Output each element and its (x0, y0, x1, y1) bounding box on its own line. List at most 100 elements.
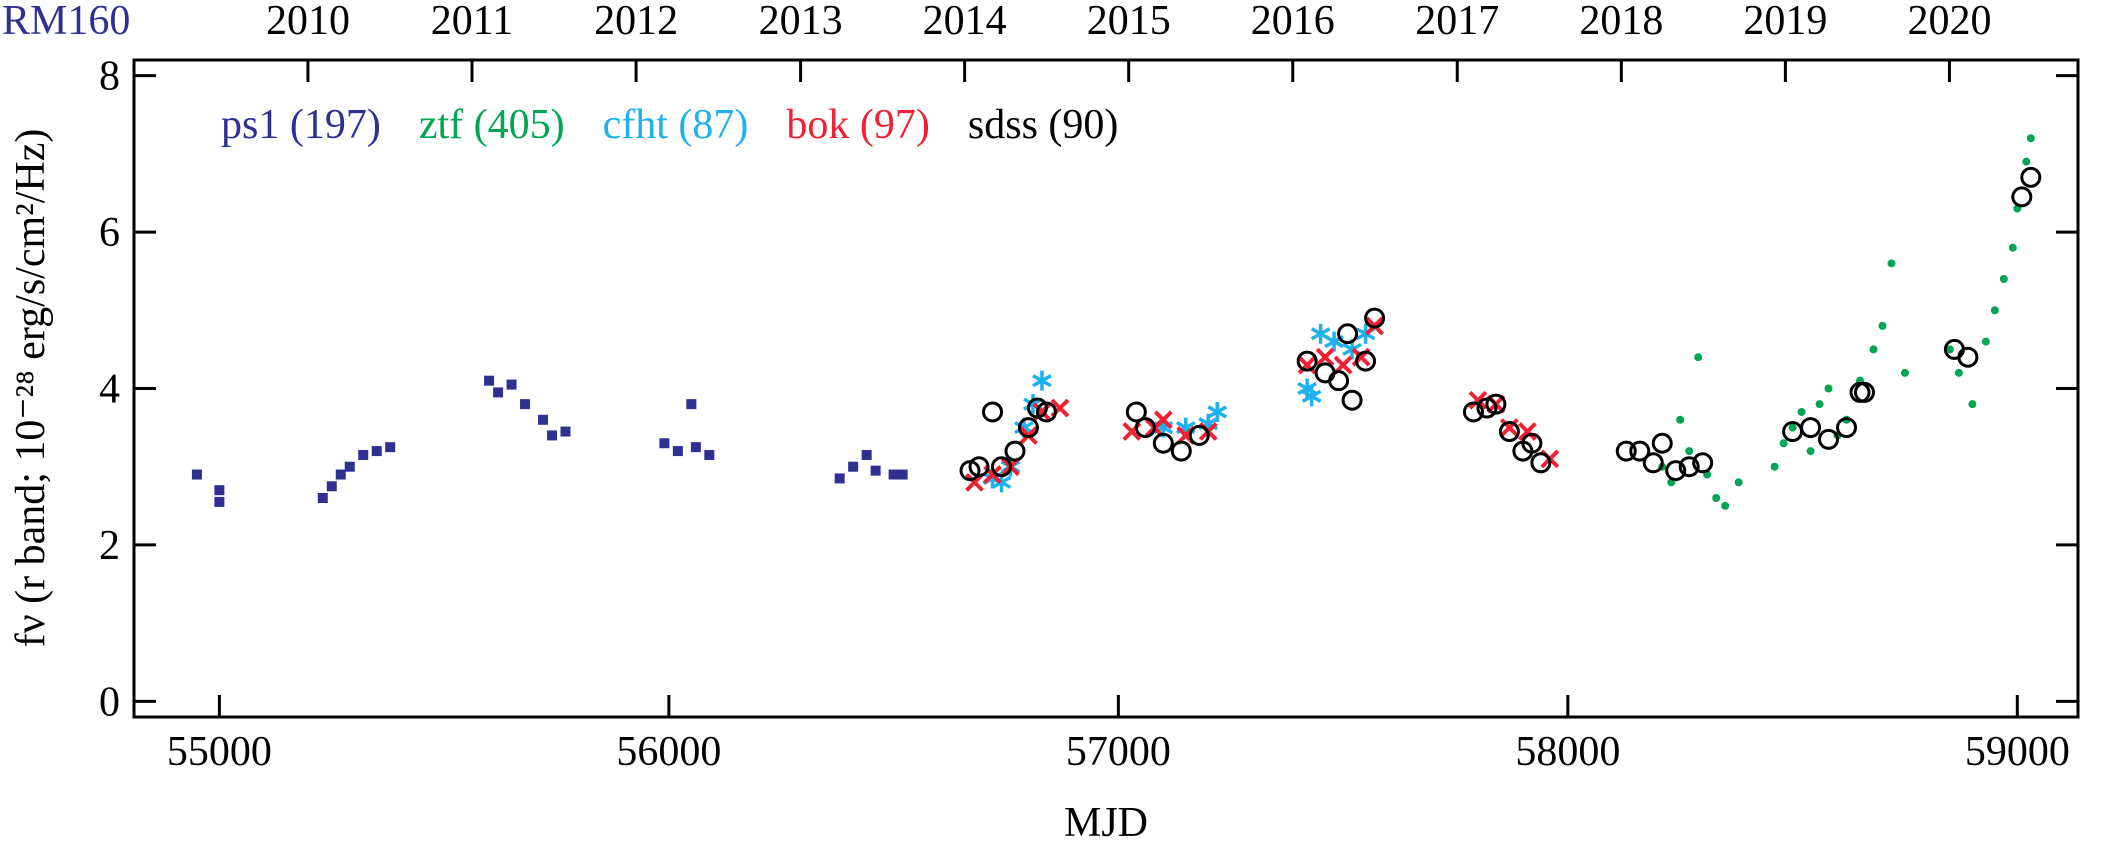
top-x-tick-label: 2020 (1907, 0, 1991, 44)
point (1341, 389, 1363, 411)
point (1990, 306, 1999, 315)
point (1712, 494, 1721, 502)
point (1629, 440, 1651, 462)
point (1957, 346, 1979, 368)
point (1032, 370, 1052, 391)
top-x-tick-label: 2016 (1251, 0, 1335, 44)
point (1815, 400, 1824, 409)
point (1800, 417, 1822, 439)
chart-title: RM160 (2, 0, 130, 44)
point (484, 375, 495, 386)
point (888, 469, 899, 480)
point (704, 449, 715, 460)
point (214, 496, 225, 507)
point (506, 379, 517, 390)
point (1530, 452, 1552, 474)
point (1954, 368, 1963, 377)
point (1134, 417, 1156, 439)
point (1779, 439, 1788, 448)
point (1521, 432, 1543, 454)
point (1188, 424, 1210, 446)
point (870, 465, 881, 476)
y-axis-label: fν (r band; 10⁻²⁸ erg/s/cm²/Hz) (8, 129, 54, 648)
point (1153, 410, 1173, 430)
point (1900, 368, 1909, 377)
point (538, 414, 549, 425)
point (1310, 323, 1331, 344)
point (659, 438, 670, 449)
y-tick-label: 8 (99, 54, 120, 100)
legend-entry: bok (97) (786, 102, 929, 148)
point (1364, 307, 1386, 329)
top-x-tick-label: 2019 (1743, 0, 1827, 44)
point (2011, 186, 2033, 208)
legend-entry: sdss (90) (968, 102, 1119, 148)
y-tick-label: 0 (99, 679, 120, 725)
point (1485, 393, 1507, 415)
point (1692, 452, 1714, 474)
point (1355, 350, 1377, 372)
x-tick-label: 58000 (1515, 729, 1620, 775)
top-x-tick-label: 2011 (431, 0, 513, 44)
point (1498, 421, 1520, 443)
point (344, 461, 355, 472)
point (358, 449, 369, 460)
point (1788, 423, 1797, 432)
point (1806, 447, 1815, 456)
point (1301, 386, 1322, 407)
point (1035, 401, 1057, 423)
legend-entry: ps1 (197) (221, 102, 381, 148)
point (690, 442, 701, 453)
top-x-tick-label: 2013 (759, 0, 843, 44)
point (1887, 259, 1896, 268)
point (1836, 417, 1858, 439)
point (1125, 401, 1147, 423)
point (1945, 345, 1954, 354)
point (1207, 401, 1228, 422)
point (1328, 370, 1350, 392)
point (1004, 440, 1026, 462)
point (1324, 331, 1344, 352)
x-tick-label: 55000 (167, 729, 272, 775)
point (2026, 134, 2035, 143)
top-x-tick-label: 2012 (594, 0, 678, 44)
point (547, 430, 558, 441)
point (1797, 407, 1806, 416)
point (2020, 166, 2042, 188)
point (1017, 417, 1039, 439)
top-x-tick-label: 2015 (1087, 0, 1171, 44)
point (834, 473, 845, 484)
point (1152, 432, 1174, 454)
point (326, 481, 337, 492)
point (1685, 447, 1694, 456)
point (560, 426, 571, 437)
point (968, 456, 990, 478)
point (1337, 323, 1359, 345)
point (1651, 432, 1673, 454)
point (1499, 418, 1519, 438)
legend-entry: ztf (405) (419, 102, 565, 148)
top-x-tick-label: 2017 (1415, 0, 1499, 44)
point (1734, 478, 1743, 487)
point (1999, 275, 2008, 283)
point (1315, 347, 1335, 367)
point (1721, 501, 1730, 510)
point (1770, 462, 1779, 471)
point (493, 387, 504, 398)
point (990, 456, 1012, 478)
point (1694, 353, 1703, 362)
point (1678, 456, 1700, 478)
point (1615, 440, 1637, 462)
point (848, 461, 859, 472)
x-tick-label: 56000 (616, 729, 721, 775)
point (982, 401, 1004, 423)
point (1981, 337, 1990, 346)
point (385, 442, 396, 453)
point (1170, 440, 1192, 462)
point (1878, 321, 1887, 330)
point (861, 449, 872, 460)
point (335, 469, 346, 480)
point (1314, 362, 1336, 384)
point (214, 485, 225, 496)
point (191, 469, 202, 480)
